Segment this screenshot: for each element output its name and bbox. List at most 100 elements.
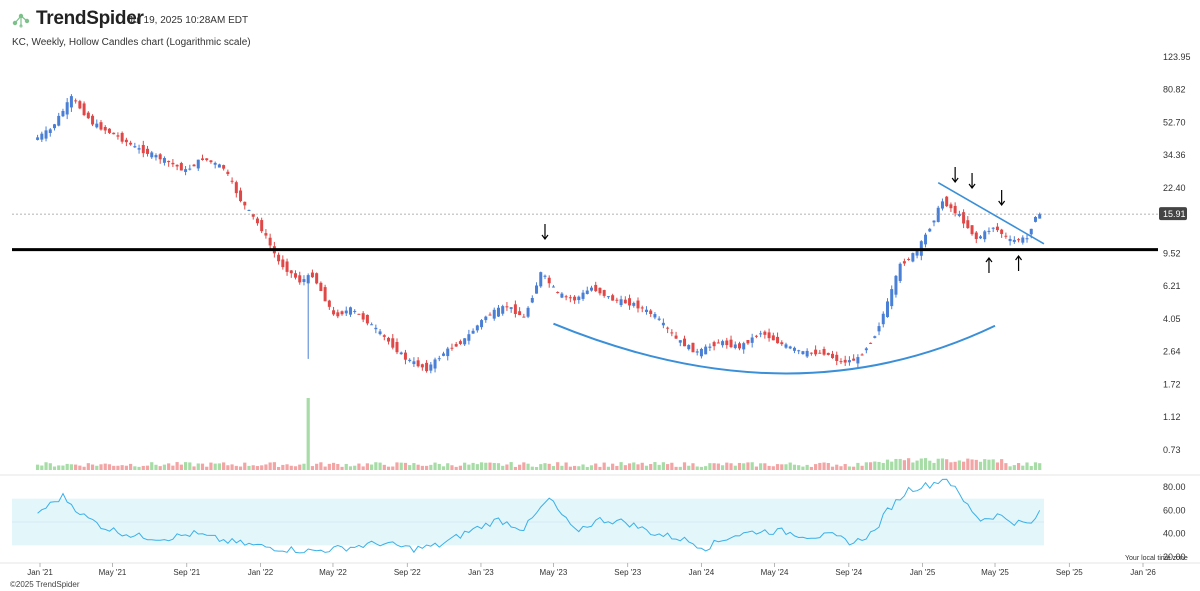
candle bbox=[395, 338, 399, 355]
candle-body bbox=[606, 296, 610, 298]
volume-bar bbox=[179, 464, 183, 470]
candle bbox=[302, 275, 306, 286]
volume-bar bbox=[792, 464, 797, 470]
candle-body bbox=[154, 155, 158, 158]
candle bbox=[1038, 212, 1042, 219]
candle bbox=[175, 164, 179, 171]
trendspider-logo: TrendSpider bbox=[10, 8, 144, 30]
candle bbox=[568, 294, 572, 303]
candle bbox=[513, 300, 517, 318]
candle bbox=[205, 158, 209, 162]
candle-body bbox=[678, 340, 682, 343]
candle bbox=[860, 353, 864, 356]
candle-body bbox=[302, 279, 306, 282]
candle bbox=[1000, 228, 1004, 238]
volume-bar bbox=[399, 462, 403, 470]
candle-body bbox=[429, 364, 433, 371]
candle bbox=[822, 346, 826, 356]
candle-body bbox=[649, 310, 653, 314]
candle-body bbox=[433, 359, 437, 369]
date-tick-label: Sep '21 bbox=[173, 568, 200, 577]
candle bbox=[475, 324, 479, 333]
candle bbox=[344, 306, 348, 317]
candle-body bbox=[746, 340, 750, 344]
candle bbox=[387, 336, 391, 345]
candle bbox=[179, 161, 183, 171]
volume-bar bbox=[606, 466, 611, 470]
volume-bar bbox=[112, 465, 116, 470]
volume-bar bbox=[298, 464, 302, 470]
candle bbox=[107, 128, 111, 134]
rsi-tick-label: 40.00 bbox=[1163, 529, 1186, 539]
volume-bar bbox=[327, 463, 331, 470]
volume-bar bbox=[767, 465, 771, 470]
candle bbox=[657, 316, 661, 321]
candle bbox=[458, 339, 462, 346]
volume-bar bbox=[209, 462, 213, 470]
candle bbox=[721, 339, 725, 348]
volume-bar bbox=[577, 466, 581, 470]
candle bbox=[239, 187, 243, 203]
candle-body bbox=[547, 277, 551, 284]
timezone-note: Your local time zone bbox=[1125, 555, 1188, 562]
candle-body bbox=[847, 360, 851, 363]
candle bbox=[940, 198, 944, 211]
candle bbox=[74, 98, 78, 104]
volume-bar bbox=[826, 462, 830, 470]
candle-body bbox=[129, 142, 133, 145]
candle bbox=[847, 356, 851, 366]
candle-body bbox=[374, 327, 378, 330]
candle bbox=[78, 99, 82, 110]
volume-bar bbox=[560, 465, 564, 470]
volume-bar bbox=[188, 462, 192, 470]
candle bbox=[784, 342, 788, 349]
volume-bar bbox=[475, 464, 479, 470]
candle-body bbox=[898, 263, 902, 281]
candle-body bbox=[611, 295, 615, 301]
candle-body bbox=[907, 259, 911, 261]
volume-bar bbox=[602, 462, 606, 470]
candle-body bbox=[539, 272, 543, 287]
candle bbox=[416, 357, 420, 368]
candle bbox=[890, 285, 894, 310]
volume-bar bbox=[649, 464, 653, 470]
candle-body bbox=[1021, 237, 1025, 243]
candle bbox=[129, 140, 133, 146]
candle-body bbox=[412, 361, 416, 365]
volume-bar bbox=[547, 463, 551, 470]
volume-bar bbox=[940, 458, 945, 470]
candle bbox=[40, 131, 44, 142]
volume-bar bbox=[213, 463, 217, 470]
candle bbox=[454, 342, 458, 347]
candle-body bbox=[940, 201, 944, 209]
volume-bar bbox=[615, 465, 619, 470]
rounding-bottom-curve bbox=[553, 322, 996, 375]
candle bbox=[154, 153, 158, 161]
candle-body bbox=[983, 231, 987, 240]
volume-bar bbox=[370, 464, 374, 470]
candle-body bbox=[327, 300, 331, 307]
volume-bar bbox=[995, 462, 1000, 470]
candle bbox=[962, 209, 966, 229]
candle bbox=[171, 158, 175, 168]
volume-bar bbox=[437, 463, 441, 470]
candle-body bbox=[801, 351, 805, 355]
price-tick-label: 123.95 bbox=[1163, 52, 1191, 62]
volume-bar bbox=[539, 464, 543, 470]
candle bbox=[983, 230, 987, 243]
volume-bar bbox=[1025, 462, 1029, 470]
candle bbox=[974, 230, 978, 244]
volume-bar bbox=[572, 465, 577, 470]
price-panel bbox=[36, 94, 1042, 374]
candle-body bbox=[852, 358, 856, 361]
volume-bar bbox=[957, 460, 961, 470]
volume-bar bbox=[226, 465, 230, 470]
volume-bar bbox=[513, 466, 517, 470]
candle bbox=[716, 339, 720, 344]
volume-bar bbox=[264, 464, 268, 470]
candle-body bbox=[99, 122, 103, 130]
candle-body bbox=[268, 237, 272, 246]
candle bbox=[327, 299, 331, 310]
volume-bar bbox=[429, 464, 433, 470]
